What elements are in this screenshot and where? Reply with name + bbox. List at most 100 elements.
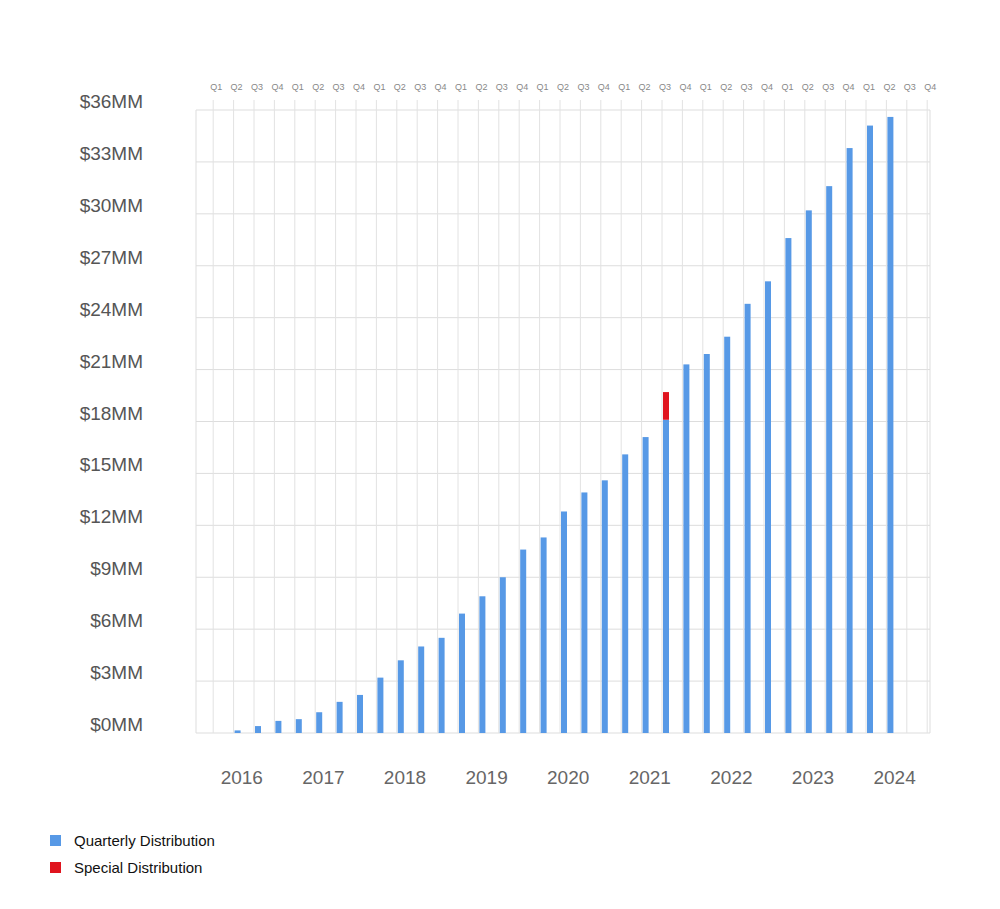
bar (602, 480, 608, 733)
frame (930, 110, 931, 733)
x-tick-label: Q4 (761, 82, 773, 92)
x-tick-label: Q4 (843, 82, 855, 92)
year-label: 2016 (221, 767, 263, 788)
x-tick-label: Q4 (435, 82, 447, 92)
legend-label: Special Distribution (74, 859, 202, 876)
x-tick-label: Q4 (679, 82, 691, 92)
legend-swatch (50, 862, 61, 873)
x-grid (886, 100, 887, 733)
bar (275, 721, 281, 733)
x-grid (784, 100, 785, 733)
bar (316, 712, 322, 733)
bar (255, 726, 261, 733)
x-grid (866, 100, 867, 733)
y-grid (196, 473, 930, 474)
x-tick-label: Q1 (373, 82, 385, 92)
x-grid (580, 100, 581, 733)
y-grid (196, 369, 930, 370)
bar (439, 638, 445, 733)
chart: $0MM$3MM$6MM$9MM$12MM$15MM$18MM$21MM$24M… (0, 0, 1000, 909)
bar (377, 678, 383, 733)
x-grid (764, 100, 765, 733)
year-label: 2024 (873, 767, 916, 788)
x-tick-label: Q1 (210, 82, 222, 92)
x-tick-label: Q2 (394, 82, 406, 92)
x-grid (254, 100, 255, 733)
x-tick-label: Q1 (455, 82, 467, 92)
y-grid (196, 265, 930, 266)
x-grid (417, 100, 418, 733)
year-label: 2019 (465, 767, 507, 788)
x-tick-label: Q1 (781, 82, 793, 92)
year-label: 2021 (629, 767, 671, 788)
y-grid (196, 213, 930, 214)
x-tick-label: Q2 (720, 82, 732, 92)
y-tick-label: $15MM (80, 454, 143, 475)
bar (887, 117, 893, 733)
x-grid (213, 100, 214, 733)
bar (459, 614, 465, 733)
x-tick-label: Q2 (557, 82, 569, 92)
x-tick-label: Q3 (904, 82, 916, 92)
x-tick-label: Q2 (802, 82, 814, 92)
x-tick-label: Q2 (639, 82, 651, 92)
x-grid (641, 100, 642, 733)
x-tick-label: Q4 (353, 82, 365, 92)
x-grid (743, 100, 744, 733)
y-tick-label: $0MM (90, 714, 143, 735)
y-grid (196, 421, 930, 422)
bar (867, 126, 873, 733)
bar (520, 550, 526, 733)
x-grid (519, 100, 520, 733)
x-grid (621, 100, 622, 733)
bar (357, 695, 363, 733)
y-tick-label: $30MM (80, 195, 143, 216)
year-label: 2022 (710, 767, 752, 788)
y-tick-label: $33MM (80, 143, 143, 164)
bar (806, 210, 812, 733)
x-grid (233, 100, 234, 733)
year-label: 2017 (302, 767, 344, 788)
bar (235, 730, 241, 733)
x-grid (274, 100, 275, 733)
year-label: 2023 (792, 767, 834, 788)
y-grid (196, 161, 930, 162)
bar (643, 437, 649, 733)
y-tick-label: $12MM (80, 506, 143, 527)
legend-swatch (50, 835, 61, 846)
x-tick-label: Q1 (292, 82, 304, 92)
legend-label: Quarterly Distribution (74, 832, 215, 849)
x-grid (478, 100, 479, 733)
x-grid (437, 100, 438, 733)
bar (561, 511, 567, 733)
bar (785, 238, 791, 733)
bar (500, 577, 506, 733)
bar (337, 702, 343, 733)
x-grid (335, 100, 336, 733)
y-grid (196, 317, 930, 318)
x-tick-label: Q3 (822, 82, 834, 92)
y-tick-label: $18MM (80, 403, 143, 424)
x-tick-label: Q3 (414, 82, 426, 92)
x-grid (376, 100, 377, 733)
year-label: 2018 (384, 767, 426, 788)
x-grid (682, 100, 683, 733)
x-grid (845, 100, 846, 733)
bar (541, 537, 547, 733)
bar (398, 660, 404, 733)
bar (663, 420, 669, 733)
x-grid (356, 100, 357, 733)
x-tick-label: Q2 (883, 82, 895, 92)
x-tick-label: Q3 (333, 82, 345, 92)
x-tick-label: Q2 (312, 82, 324, 92)
y-tick-label: $3MM (90, 662, 143, 683)
bar (622, 454, 628, 733)
bar (418, 646, 424, 733)
x-grid (927, 100, 928, 733)
bar (826, 186, 832, 733)
x-grid (662, 100, 663, 733)
year-label: 2020 (547, 767, 589, 788)
x-tick-label: Q2 (475, 82, 487, 92)
x-grid (906, 100, 907, 733)
x-tick-label: Q1 (863, 82, 875, 92)
